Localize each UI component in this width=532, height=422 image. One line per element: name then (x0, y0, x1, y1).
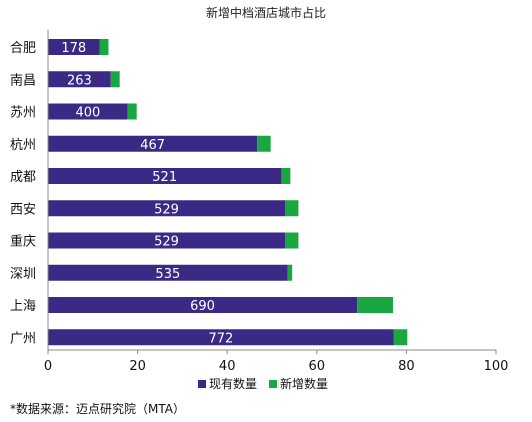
bar-value-label: 521 (152, 170, 177, 185)
legend-label: 现有数量 (209, 376, 257, 391)
bar-value-label: 263 (67, 73, 92, 88)
bar-existing (48, 297, 358, 313)
source-note: *数据来源：迈点研究院（MTA） (10, 401, 185, 416)
bar-new (281, 168, 291, 184)
bar-value-label: 529 (154, 235, 179, 250)
category-label: 成都 (10, 170, 36, 185)
legend-swatch-existing (198, 380, 206, 388)
bar-value-label: 178 (61, 41, 86, 56)
bar-new (357, 297, 393, 313)
bar-existing (48, 103, 128, 120)
bar-new (284, 200, 299, 217)
legend-label: 新增数量 (280, 376, 328, 391)
bar-new (257, 135, 271, 152)
bar-new (110, 71, 120, 88)
category-label: 南昌 (10, 72, 36, 88)
x-tick-label: 80 (398, 359, 415, 374)
x-tick-label: 20 (129, 359, 146, 374)
bar-existing (48, 135, 258, 152)
category-label: 合肥 (10, 41, 36, 56)
bar-new (393, 329, 408, 346)
category-label: 西安 (10, 202, 36, 217)
bar-value-label: 690 (190, 299, 215, 314)
bar-existing (48, 232, 285, 249)
bar-existing (48, 200, 285, 217)
category-label: 杭州 (10, 138, 36, 153)
bar-new (287, 264, 293, 281)
x-tick-label: 60 (309, 359, 326, 374)
category-label: 上海 (10, 299, 36, 314)
bar-value-label: 772 (209, 331, 234, 346)
category-label: 重庆 (10, 234, 36, 250)
x-axis: 0 20 40 60 80 100 (44, 30, 509, 374)
bar-existing (48, 39, 100, 55)
legend: 现有数量 新增数量 (198, 376, 328, 391)
bar-value-label: 400 (75, 106, 100, 121)
bars-group: 178 263 400 467 521 529 529 535 690 772 (48, 39, 408, 346)
bar-value-label: 529 (154, 202, 179, 217)
bar-new (127, 103, 137, 120)
bar-existing (48, 264, 288, 281)
x-tick-label: 40 (219, 359, 236, 374)
bar-existing (48, 329, 394, 346)
bar-existing (48, 71, 111, 88)
legend-swatch-new (269, 380, 277, 388)
bar-new (284, 232, 299, 249)
x-tick-label: 100 (484, 359, 509, 374)
chart-title: 新增中档酒店城市占比 (206, 5, 326, 20)
category-label: 苏州 (10, 105, 36, 121)
category-label: 深圳 (10, 267, 36, 282)
bar-value-label: 467 (140, 138, 165, 153)
x-tick-label: 0 (44, 359, 52, 374)
category-label: 广州 (10, 331, 36, 346)
bar-value-label: 535 (155, 267, 180, 282)
bar-new (99, 39, 109, 55)
bar-existing (48, 168, 282, 184)
